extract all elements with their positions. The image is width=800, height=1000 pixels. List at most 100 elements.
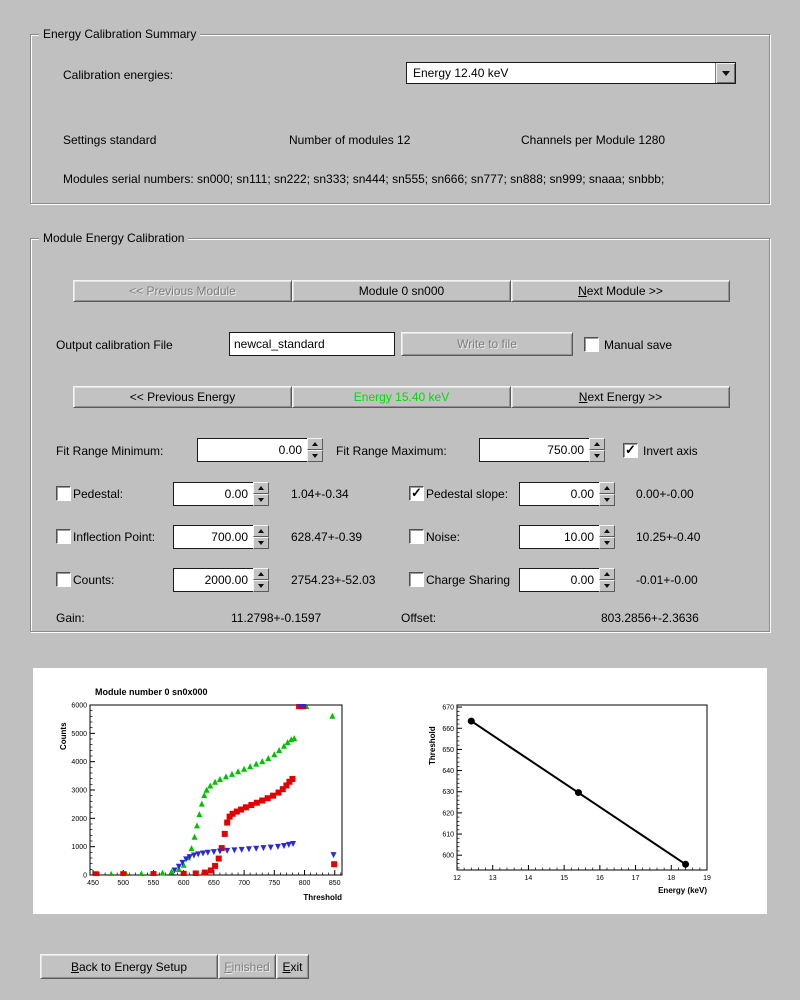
spin-down-icon xyxy=(604,584,610,588)
charge-sharing-input[interactable] xyxy=(519,568,599,592)
svg-text:2000: 2000 xyxy=(71,816,87,823)
inflection-point-spinbox[interactable] xyxy=(173,525,269,549)
spin-down-icon xyxy=(594,454,600,458)
svg-text:15: 15 xyxy=(560,875,568,882)
spin-down-button[interactable] xyxy=(253,537,269,549)
calibration-fit-plot: 12 13 14 15 16 17 18 19 600 610 620 630 640 650 660 670… xyxy=(428,704,711,895)
svg-text:4000: 4000 xyxy=(71,759,87,766)
previous-energy-button[interactable]: << Previous Energy xyxy=(73,386,292,408)
spin-up-button[interactable] xyxy=(253,482,269,494)
spin-down-icon xyxy=(604,498,610,502)
spin-up-button[interactable] xyxy=(599,568,615,580)
charge-sharing-label: Charge Sharing xyxy=(426,573,511,587)
svg-text:3000: 3000 xyxy=(71,788,87,795)
module-energy-calibration-group: Module Energy Calibration << Previous Mo… xyxy=(30,231,770,632)
spin-up-button[interactable] xyxy=(599,525,615,537)
calibration-energy-dropdown-value: Energy 12.40 keV xyxy=(413,66,509,80)
svg-text:6000: 6000 xyxy=(71,703,87,710)
inflection-point-checkbox[interactable] xyxy=(56,529,71,544)
svg-text:630: 630 xyxy=(442,789,454,796)
current-module-button[interactable]: Module 0 sn000 xyxy=(292,280,511,302)
spin-down-button[interactable] xyxy=(253,580,269,592)
spin-down-button[interactable] xyxy=(599,580,615,592)
svg-text:620: 620 xyxy=(442,810,454,817)
svg-text:14: 14 xyxy=(525,875,533,882)
offset-label: Offset: xyxy=(401,611,437,625)
spin-up-icon xyxy=(604,529,610,533)
charge-sharing-spinbox[interactable] xyxy=(519,568,615,592)
fit-range-maximum-input[interactable] xyxy=(479,438,589,462)
pedestal-checkbox[interactable] xyxy=(56,486,71,501)
svg-text:18: 18 xyxy=(667,875,675,882)
spin-up-button[interactable] xyxy=(253,568,269,580)
settings-label: Settings standard xyxy=(63,133,157,147)
noise-label: Noise: xyxy=(426,530,461,544)
svg-text:750: 750 xyxy=(268,880,280,887)
counts-input[interactable] xyxy=(173,568,253,592)
chevron-down-icon xyxy=(721,70,730,76)
svg-text:Threshold: Threshold xyxy=(428,726,437,765)
spin-down-button[interactable] xyxy=(589,450,605,462)
spin-up-button[interactable] xyxy=(599,482,615,494)
pedestal-input[interactable] xyxy=(173,482,253,506)
spin-up-button[interactable] xyxy=(307,438,323,450)
spin-down-button[interactable] xyxy=(307,450,323,462)
svg-text:650: 650 xyxy=(208,880,220,887)
pedestal-spinbox[interactable] xyxy=(173,482,269,506)
spin-down-button[interactable] xyxy=(253,494,269,506)
counts-checkbox[interactable] xyxy=(56,572,71,587)
pedestal-slope-checkbox[interactable] xyxy=(409,485,424,501)
pedestal-label: Pedestal: xyxy=(73,487,124,501)
gain-label: Gain: xyxy=(56,611,85,625)
spin-up-button[interactable] xyxy=(589,438,605,450)
number-of-modules-label: Number of modules 12 xyxy=(289,133,411,147)
invert-axis-checkbox[interactable] xyxy=(623,442,638,458)
noise-spinbox[interactable] xyxy=(519,525,615,549)
svg-text:650: 650 xyxy=(442,747,454,754)
calibration-energy-dropdown[interactable]: Energy 12.40 keV xyxy=(406,62,736,84)
pedestal-slope-input[interactable] xyxy=(519,482,599,506)
offset-value: 803.2856+-2.3636 xyxy=(601,611,699,625)
svg-text:670: 670 xyxy=(442,705,454,712)
manual-save-checkbox[interactable] xyxy=(584,337,599,352)
channels-per-module-label: Channels per Module 1280 xyxy=(521,133,666,147)
current-energy-button[interactable]: Energy 15.40 keV xyxy=(292,386,511,408)
svg-text:640: 640 xyxy=(442,768,454,775)
dropdown-arrow-button[interactable] xyxy=(715,63,735,83)
fit-range-maximum-spinbox[interactable] xyxy=(479,438,605,462)
param-row-inflection: Inflection Point: 628.47+-0.39 Noise: 10… xyxy=(31,524,769,550)
fit-range-minimum-spinbox[interactable] xyxy=(197,438,323,462)
pedestal-slope-label: Pedestal slope: xyxy=(426,487,509,501)
svg-text:800: 800 xyxy=(299,880,311,887)
invert-axis-label: Invert axis xyxy=(643,444,698,458)
charge-sharing-checkbox[interactable] xyxy=(409,572,424,587)
spin-up-icon xyxy=(594,442,600,446)
spin-down-button[interactable] xyxy=(599,494,615,506)
spin-down-button[interactable] xyxy=(599,537,615,549)
pedestal-slope-spinbox[interactable] xyxy=(519,482,615,506)
output-calibration-file-input[interactable] xyxy=(229,332,395,356)
svg-text:850: 850 xyxy=(329,880,341,887)
inflection-point-input[interactable] xyxy=(173,525,253,549)
svg-text:1000: 1000 xyxy=(71,844,87,851)
spin-up-button[interactable] xyxy=(253,525,269,537)
noise-input[interactable] xyxy=(519,525,599,549)
spin-up-icon xyxy=(258,486,264,490)
noise-result: 10.25+-0.40 xyxy=(636,530,701,544)
counts-label: Counts: xyxy=(73,573,115,587)
noise-checkbox[interactable] xyxy=(409,529,424,544)
svg-text:Module number 0 sn0x000: Module number 0 sn0x000 xyxy=(95,687,208,697)
calibration-energies-label: Calibration energies: xyxy=(63,68,174,82)
svg-text:5000: 5000 xyxy=(71,731,87,738)
counts-result: 2754.23+-52.03 xyxy=(291,573,376,587)
module-group-title: Module Energy Calibration xyxy=(39,231,189,245)
spin-down-icon xyxy=(604,541,610,545)
fit-range-minimum-input[interactable] xyxy=(197,438,307,462)
counts-spinbox[interactable] xyxy=(173,568,269,592)
